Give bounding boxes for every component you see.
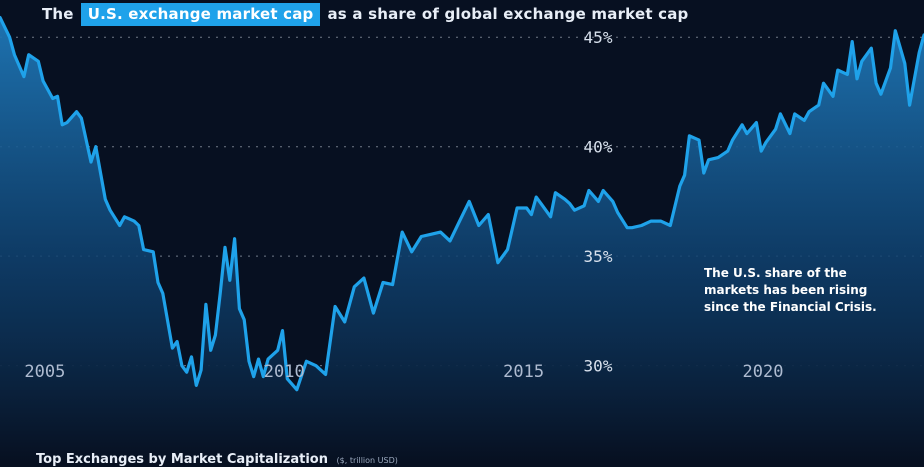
chart-title: The U.S. exchange market cap as a share … (42, 2, 688, 26)
area-fill (0, 17, 924, 462)
ytick-label-40: 40% (584, 138, 613, 157)
ytick-label-30: 30% (584, 357, 613, 376)
chart-annotation: The U.S. share of the markets has been r… (704, 266, 877, 314)
xtick-label-2010: 2010 (264, 362, 305, 382)
series-line (0, 15, 924, 392)
xtick-label-2005: 2005 (24, 362, 65, 382)
subheading-text: Top Exchanges by Market Capitalization (36, 452, 328, 467)
section-subheading: Top Exchanges by Market Capitalization (… (36, 452, 398, 467)
subheading-note: ($, trillion USD) (336, 456, 398, 465)
xtick-label-2015: 2015 (503, 362, 544, 382)
xtick-label-2020: 2020 (743, 362, 784, 382)
ytick-label-35: 35% (584, 247, 613, 266)
title-prefix: The (42, 5, 74, 23)
ytick-label-45: 45% (584, 28, 613, 47)
title-highlight: U.S. exchange market cap (80, 2, 321, 26)
title-suffix: as a share of global exchange market cap (327, 5, 689, 23)
